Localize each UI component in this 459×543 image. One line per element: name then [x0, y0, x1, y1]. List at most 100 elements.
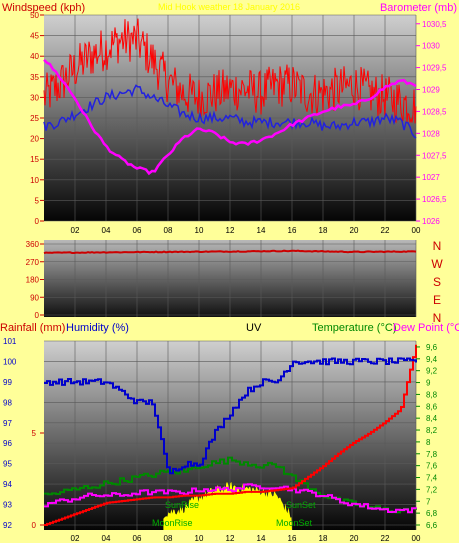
time-tick-label: 08: [164, 226, 173, 235]
temperature-tick-label: 8: [426, 438, 431, 447]
barometer-tick-label: 1029,5: [422, 64, 447, 73]
humidity-tick-label: 93: [3, 501, 12, 510]
moonset-label: MoonSet: [276, 518, 313, 528]
time-tick-label: 22: [381, 226, 390, 235]
windspeed-tick-label: 35: [30, 73, 39, 82]
barometer-tick-label: 1029: [422, 86, 440, 95]
windspeed-ticks: 0 5 10 15 20 25 30 35 40 45 50: [30, 11, 44, 226]
temperature-tick-label: 8,6: [426, 402, 438, 411]
humidity-tick-label: 101: [3, 337, 17, 346]
time-tick-label: 10: [195, 226, 204, 235]
uv-axis-label: UV: [246, 322, 262, 334]
rainfall-tick-label: 5: [32, 429, 37, 438]
windspeed-axis-label: Windspeed (kph): [2, 2, 85, 14]
barometer-axis-label: Barometer (mb): [380, 2, 457, 14]
windspeed-tick-label: 25: [30, 114, 39, 123]
windspeed-tick-label: 45: [30, 32, 39, 41]
humidity-tick-label: 92: [3, 521, 12, 530]
windspeed-tick-label: 0: [35, 217, 40, 226]
barometer-tick-label: 1026: [422, 217, 440, 226]
temperature-tick-label: 9,2: [426, 367, 438, 376]
compass-label: S: [433, 275, 441, 289]
barometer-ticks: 1026 1026,5 1027 1027,5 1028 1028,5 1029 1029,5…: [416, 20, 447, 226]
time-tick-label: 06: [133, 226, 142, 235]
rain-temp-series: [44, 344, 417, 526]
direction-tick-label: 360: [26, 240, 40, 249]
rain-time-ticks: 02 04 06 08 10 12 14 16 18 20 22 00: [71, 534, 421, 543]
sunrise-label: SunRise: [165, 500, 199, 510]
temperature-tick-label: 8,8: [426, 390, 438, 399]
time-tick-label: 16: [288, 534, 297, 543]
windspeed-tick-label: 10: [30, 176, 39, 185]
rainfall-axis-label: Rainfall (mm): [0, 322, 65, 334]
humidity-tick-label: 100: [3, 357, 17, 366]
humidity-ticks: 92 93 94 95 96 97 98 99 100 101: [3, 337, 17, 530]
windspeed-tick-label: 40: [30, 52, 39, 61]
time-tick-label: 02: [71, 226, 80, 235]
wind-gust-line: [43, 18, 417, 124]
time-tick-label: 06: [133, 534, 142, 543]
time-tick-label: 20: [350, 534, 359, 543]
humidity-tick-label: 96: [3, 439, 12, 448]
windspeed-tick-label: 30: [30, 93, 39, 102]
compass-label: E: [433, 293, 441, 307]
wind-baro-series: [43, 18, 417, 176]
rainfall-ticks: 05: [32, 429, 44, 530]
time-tick-label: 02: [71, 534, 80, 543]
dewpoint-axis-label: Dew Point (°C): [393, 322, 459, 334]
humidity-tick-label: 94: [3, 480, 12, 489]
temperature-tick-label: 8,4: [426, 414, 438, 423]
wind-direction-line: [43, 249, 417, 255]
temperature-tick-label: 9,6: [426, 343, 438, 352]
time-tick-label: 22: [381, 534, 390, 543]
humidity-tick-label: 98: [3, 398, 12, 407]
barometer-tick-label: 1027: [422, 173, 440, 182]
rainfall-line: [44, 344, 417, 526]
moonrise-label: MoonRise: [152, 518, 193, 528]
time-tick-label: 12: [226, 226, 235, 235]
time-tick-label: 16: [288, 226, 297, 235]
barometer-tick-label: 1030: [422, 42, 440, 51]
uv-area: [163, 482, 292, 530]
humidity-tick-label: 99: [3, 378, 12, 387]
compass-label: N: [433, 239, 442, 253]
temperature-tick-label: 7: [426, 497, 431, 506]
sunset-label: SunSet: [286, 500, 316, 510]
windspeed-tick-label: 5: [35, 196, 40, 205]
humidity-tick-label: 97: [3, 419, 12, 428]
temperature-tick-label: 9: [426, 379, 431, 388]
humidity-line: [44, 357, 417, 475]
rainfall-tick-label: 0: [32, 521, 37, 530]
temperature-tick-label: 8,2: [426, 426, 438, 435]
temperature-ticks: 6,6 6,8 7 7,2 7,4 7,6 7,8 8 8,2 8,4 8,6 8,8 9 9,2 9,4 9…: [416, 343, 438, 530]
barometer-tick-label: 1028: [422, 129, 440, 138]
temperature-tick-label: 7,4: [426, 474, 438, 483]
time-tick-label: 18: [319, 534, 328, 543]
wind-time-ticks: 02 04 06 08 10 12 14 16 18 20 22 00: [71, 226, 421, 235]
chart-title: Mid Hook weather 18 January 2016: [158, 2, 300, 12]
time-tick-label: 04: [102, 534, 111, 543]
direction-tick-label: 270: [26, 258, 40, 267]
temperature-tick-label: 9,4: [426, 355, 438, 364]
humidity-tick-label: 95: [3, 460, 12, 469]
time-tick-label: 14: [257, 534, 266, 543]
direction-ticks: 0 90 180 270 360: [26, 240, 44, 320]
time-tick-label: 20: [350, 226, 359, 235]
temperature-tick-label: 6,6: [426, 521, 438, 530]
wind-average-line: [43, 84, 417, 139]
temperature-tick-label: 6,8: [426, 509, 438, 518]
direction-tick-label: 90: [30, 293, 39, 302]
time-tick-label: 12: [226, 534, 235, 543]
barometer-tick-label: 1026,5: [422, 195, 447, 204]
temperature-tick-label: 7,8: [426, 450, 438, 459]
temperature-tick-label: 7,6: [426, 462, 438, 471]
barometer-tick-label: 1028,5: [422, 107, 447, 116]
direction-series: [43, 249, 417, 255]
uv-index-area: [163, 482, 292, 530]
time-tick-label: 04: [102, 226, 111, 235]
barometer-line: [43, 59, 417, 176]
dew-point-line: [44, 483, 417, 514]
